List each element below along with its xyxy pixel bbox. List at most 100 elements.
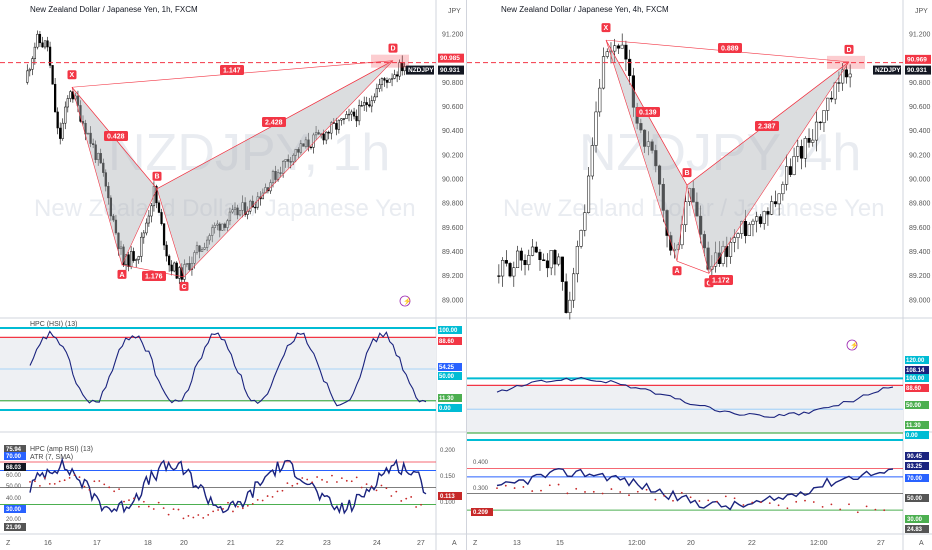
indicator2-left-tick: 50.00: [6, 484, 22, 490]
candle-body: [289, 161, 292, 163]
currency-label: JPY: [915, 8, 928, 15]
atr-dot: [548, 484, 551, 487]
atr-dot: [795, 500, 798, 503]
candle-body: [302, 143, 305, 147]
candle-body: [190, 263, 194, 270]
candle-body: [236, 207, 239, 216]
atr-dot: [276, 490, 279, 493]
indicator1-tick-badge: [438, 394, 462, 402]
atr-dot: [405, 497, 408, 500]
indicator2-right-badge: [905, 452, 929, 460]
atr-dot: [680, 491, 683, 494]
corner-right: A: [919, 540, 924, 547]
candle-body: [97, 153, 100, 160]
candle-body: [841, 69, 845, 84]
candle-body: [312, 134, 315, 148]
candle-body: [661, 183, 665, 211]
ratio-badge: [636, 107, 660, 117]
indicator2-right-badge: [905, 494, 929, 502]
ratio-label: 0.139: [639, 110, 657, 117]
indicator2-right-tick: 30.00: [907, 517, 923, 523]
pattern-point-badge: [601, 23, 611, 33]
indicator2-left-badge: [471, 508, 493, 516]
candle-body: [335, 123, 338, 130]
candle-body: [175, 262, 178, 279]
candle-body: [714, 252, 718, 267]
atr-dot: [540, 489, 542, 492]
candle-body: [325, 131, 328, 141]
candle-body: [676, 244, 680, 250]
last-price-tag: [438, 65, 464, 75]
candle-body: [762, 211, 766, 224]
atr-dot: [251, 503, 254, 505]
indicator1-tick-badge: [905, 356, 929, 364]
hsi-line: [496, 376, 894, 418]
candle-body: [59, 127, 62, 139]
atr-dot: [241, 507, 244, 510]
price-tag-red-text: 90.985: [440, 55, 460, 62]
indicator2-left-badge: [4, 523, 26, 531]
atr-dot: [654, 498, 657, 501]
candle-body: [71, 91, 75, 100]
ratio-label: 1.176: [145, 274, 163, 281]
candle-body: [167, 255, 171, 266]
atr-dot: [360, 486, 363, 489]
atr-dot: [724, 495, 727, 498]
price-tick-label: 89.000: [442, 297, 464, 304]
atr-dot: [531, 490, 534, 492]
ratio-label: 1.147: [223, 68, 241, 75]
indicator1-tick: 0.00: [906, 433, 918, 439]
atr-dot: [742, 504, 745, 506]
pattern-point-badge: [672, 266, 682, 276]
indicator1-tick-badge: [905, 421, 929, 429]
candle-body: [515, 250, 520, 268]
time-tick-label: 22: [276, 540, 284, 547]
indicator1-tick-badge: [438, 326, 462, 334]
right-chart-pane[interactable]: New Zealand Dollar / Japanese Yen, 4h, F…: [466, 0, 932, 550]
indicator1-tick-badge: [438, 404, 462, 412]
left-chart-pane[interactable]: New Zealand Dollar / Japanese Yen, 1h, F…: [0, 0, 466, 550]
atr-dot: [321, 478, 323, 481]
candle-body: [213, 225, 216, 229]
candle-body: [575, 246, 579, 275]
candle-body: [605, 51, 609, 57]
candle-body: [393, 74, 396, 79]
indicator2-left-tick: 20.00: [6, 517, 22, 523]
atr-dot: [350, 480, 353, 483]
candle-body: [223, 223, 227, 228]
candle-body: [383, 78, 386, 81]
candle-body: [122, 246, 125, 266]
candle-body: [193, 252, 196, 264]
price-tick-label: 89.400: [442, 249, 464, 256]
atr-dot: [619, 491, 622, 493]
candle-body: [51, 65, 54, 85]
time-tick-label: 16: [44, 540, 52, 547]
indicator2-left-badge: [4, 445, 26, 453]
pattern-ac-line: [676, 260, 710, 274]
atr-dot: [601, 492, 604, 495]
indicator1-tick: 108.14: [906, 368, 925, 374]
candle-body: [590, 145, 594, 177]
candle-body: [102, 162, 105, 173]
left-chart-svg[interactable]: New Zealand Dollar / Japanese Yen, 1h, F…: [0, 0, 466, 550]
candle-body: [76, 95, 80, 106]
pattern-point-label: A: [120, 272, 125, 279]
indicator1-tick: 100.00: [906, 376, 925, 382]
atr-dot: [830, 503, 833, 506]
candle-body: [553, 250, 557, 265]
indicator2-left-badge: [4, 463, 26, 471]
candle-body: [173, 262, 176, 272]
atr-dot: [192, 516, 195, 519]
candle-body: [109, 197, 113, 217]
candle-body: [89, 132, 92, 144]
price-tick-label: 89.000: [909, 297, 931, 304]
candle-body: [811, 139, 815, 143]
candle-body: [132, 251, 135, 261]
right-chart-svg[interactable]: New Zealand Dollar / Japanese Yen, 4h, F…: [467, 0, 932, 550]
candle-body: [61, 122, 64, 139]
candle-body: [337, 119, 341, 130]
time-tick-label: 15: [556, 540, 564, 547]
last-price-tag: [905, 65, 931, 75]
symbol-tag: [873, 65, 901, 75]
pattern-point-badge: [844, 44, 854, 54]
